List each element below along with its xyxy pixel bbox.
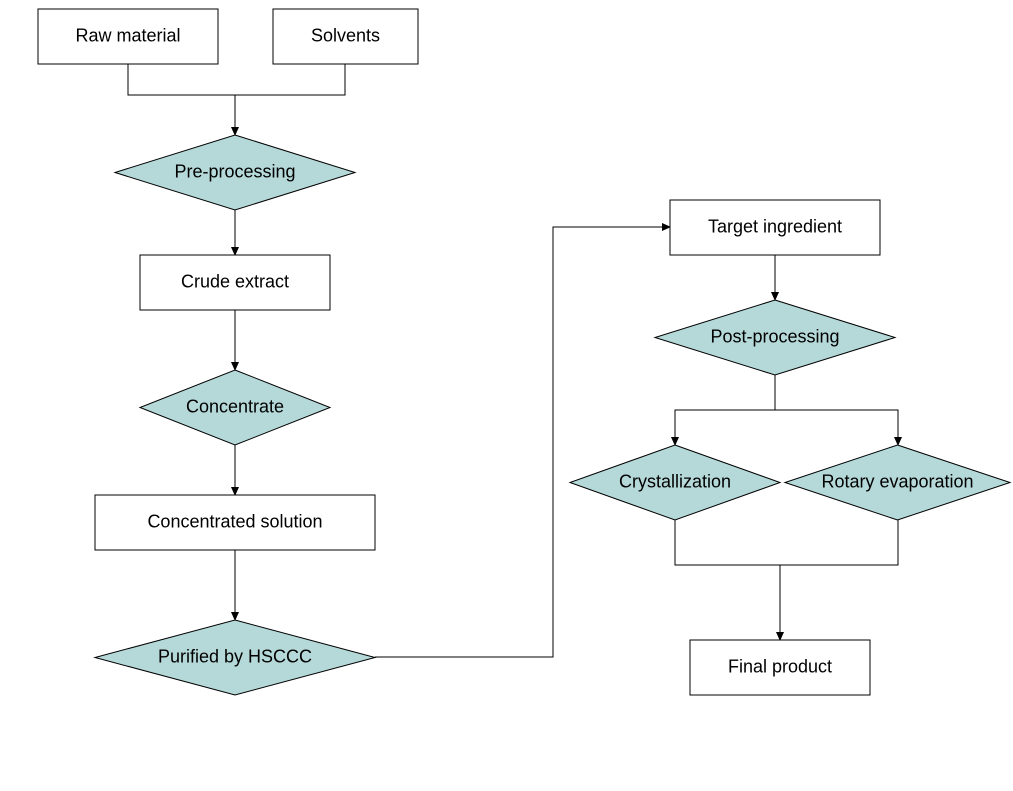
node-solvents: Solvents	[273, 9, 418, 64]
node-final: Final product	[690, 640, 870, 695]
node-postproc: Post-processing	[655, 300, 895, 375]
node-solvents-label: Solvents	[311, 25, 380, 45]
node-cryst: Crystallization	[570, 445, 780, 520]
node-cryst-label: Crystallization	[619, 471, 731, 491]
node-preproc-label: Pre-processing	[174, 161, 295, 181]
node-raw-label: Raw material	[75, 25, 180, 45]
node-hsccc-label: Purified by HSCCC	[158, 646, 312, 666]
node-final-label: Final product	[728, 656, 832, 676]
node-rotary-label: Rotary evaporation	[821, 471, 973, 491]
node-concsol: Concentrated solution	[95, 495, 375, 550]
node-preproc: Pre-processing	[115, 135, 355, 210]
node-concent-label: Concentrate	[186, 396, 284, 416]
edge-postproc-split2	[775, 410, 898, 445]
node-raw: Raw material	[38, 9, 218, 64]
node-concsol-label: Concentrated solution	[147, 511, 322, 531]
node-concent: Concentrate	[140, 370, 330, 445]
node-target: Target ingredient	[670, 200, 880, 255]
node-crude-label: Crude extract	[181, 271, 289, 291]
node-crude: Crude extract	[140, 255, 330, 310]
edge-raw-preproc	[128, 64, 345, 95]
node-postproc-label: Post-processing	[710, 326, 839, 346]
edge-hsccc-target	[375, 227, 670, 657]
node-target-label: Target ingredient	[708, 216, 842, 236]
node-hsccc: Purified by HSCCC	[95, 620, 375, 695]
edge-cryst-merge2	[675, 520, 898, 565]
node-rotary: Rotary evaporation	[785, 445, 1010, 520]
edge-postproc-split	[675, 375, 775, 445]
